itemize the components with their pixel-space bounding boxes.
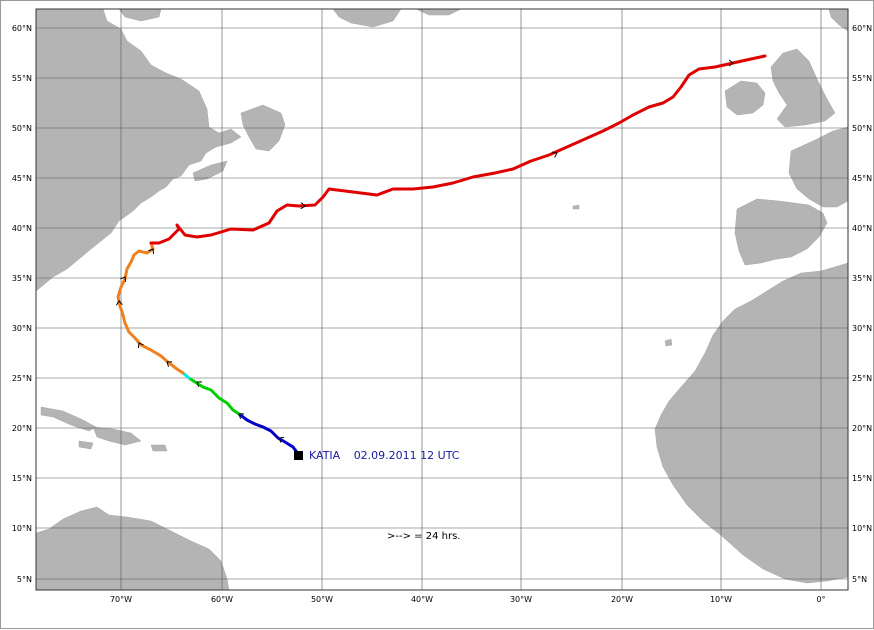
arrow-marker [115, 300, 123, 306]
azores [572, 204, 580, 210]
lon-tick-label: 50°W [311, 595, 333, 604]
arrow-marker [196, 381, 203, 387]
arrow-marker [120, 276, 127, 283]
lat-tick-label: 35°N [12, 274, 32, 283]
jamaica [78, 440, 94, 450]
latitude-labels-right: 60°N 55°N 50°N 45°N 40°N 35°N 30°N 25°N 20°N 15°N… [852, 24, 872, 584]
longitude-labels: 70°W 60°W 50°W 40°W 30°W 20°W 10°W 0° [110, 595, 826, 604]
storm-date: 02.09.2011 12 UTC [354, 449, 460, 462]
lat-tick-label: 60°N [12, 24, 32, 33]
arrow-marker [166, 361, 173, 367]
track-segment [116, 241, 185, 375]
lat-tick-label: 25°N [12, 374, 32, 383]
lat-tick-label: 45°N [12, 174, 32, 183]
lat-tick-label: 50°N [12, 124, 32, 133]
lat-tick-label: 10°N [852, 524, 872, 533]
lat-tick-label: 10°N [12, 524, 32, 533]
lon-tick-label: 10°W [710, 595, 732, 604]
arrow-marker [300, 202, 306, 210]
lat-tick-label: 30°N [12, 324, 32, 333]
arrow-marker [278, 436, 285, 443]
iberia [734, 198, 828, 266]
nova-scotia [192, 160, 228, 182]
arrow-marker [238, 413, 245, 419]
track-segment [149, 54, 767, 245]
lat-tick-label: 50°N [852, 124, 872, 133]
grid [36, 9, 848, 590]
lat-tick-label: 55°N [12, 74, 32, 83]
lat-tick-label: 20°N [12, 424, 32, 433]
lat-tick-label: 45°N [852, 174, 872, 183]
lat-tick-label: 55°N [852, 74, 872, 83]
lat-tick-label: 25°N [852, 374, 872, 383]
track-segment [187, 376, 241, 416]
lat-tick-label: 15°N [852, 474, 872, 483]
canary-islands [664, 338, 673, 347]
europe [788, 126, 849, 208]
lat-tick-label: 20°N [852, 424, 872, 433]
lat-tick-label: 30°N [852, 324, 872, 333]
storm-track [116, 54, 767, 457]
lat-tick-label: 15°N [12, 474, 32, 483]
lon-tick-label: 40°W [411, 595, 433, 604]
great-britain [770, 48, 836, 128]
cuba [40, 406, 97, 432]
lat-tick-label: 5°N [852, 575, 867, 584]
africa [654, 262, 849, 584]
storm-label: KATIA 02.09.2011 12 UTC [309, 449, 460, 462]
lat-tick-label: 5°N [17, 575, 32, 584]
lat-tick-label: 40°N [12, 224, 32, 233]
arrow-marker [137, 342, 144, 349]
lat-tick-label: 35°N [852, 274, 872, 283]
latitude-labels-left: 60°N 55°N 50°N 45°N 40°N 35°N 30°N 25°N 20°N 15°N… [12, 24, 32, 584]
lat-tick-label: 40°N [852, 224, 872, 233]
track-segment [237, 412, 301, 457]
lat-tick-label: 60°N [852, 24, 872, 33]
hispaniola [92, 426, 142, 446]
legend: >--> = 24 hrs. [387, 531, 460, 542]
puerto-rico [150, 444, 168, 452]
lon-tick-label: 30°W [510, 595, 532, 604]
map-border [35, 8, 849, 591]
lon-tick-label: 20°W [611, 595, 633, 604]
map-area: KATIA 02.09.2011 12 UTC >--> = 24 hrs. [35, 8, 849, 591]
24h-arrows [115, 59, 734, 443]
ireland [724, 80, 766, 116]
arrow-marker [728, 59, 734, 67]
arrow-marker [552, 151, 558, 158]
lon-tick-label: 0° [816, 595, 825, 604]
start-marker [294, 451, 303, 460]
north-america [35, 8, 242, 292]
lon-tick-label: 60°W [211, 595, 233, 604]
storm-name: KATIA [309, 449, 341, 462]
arrow-marker [148, 248, 155, 255]
lon-tick-label: 70°W [110, 595, 132, 604]
